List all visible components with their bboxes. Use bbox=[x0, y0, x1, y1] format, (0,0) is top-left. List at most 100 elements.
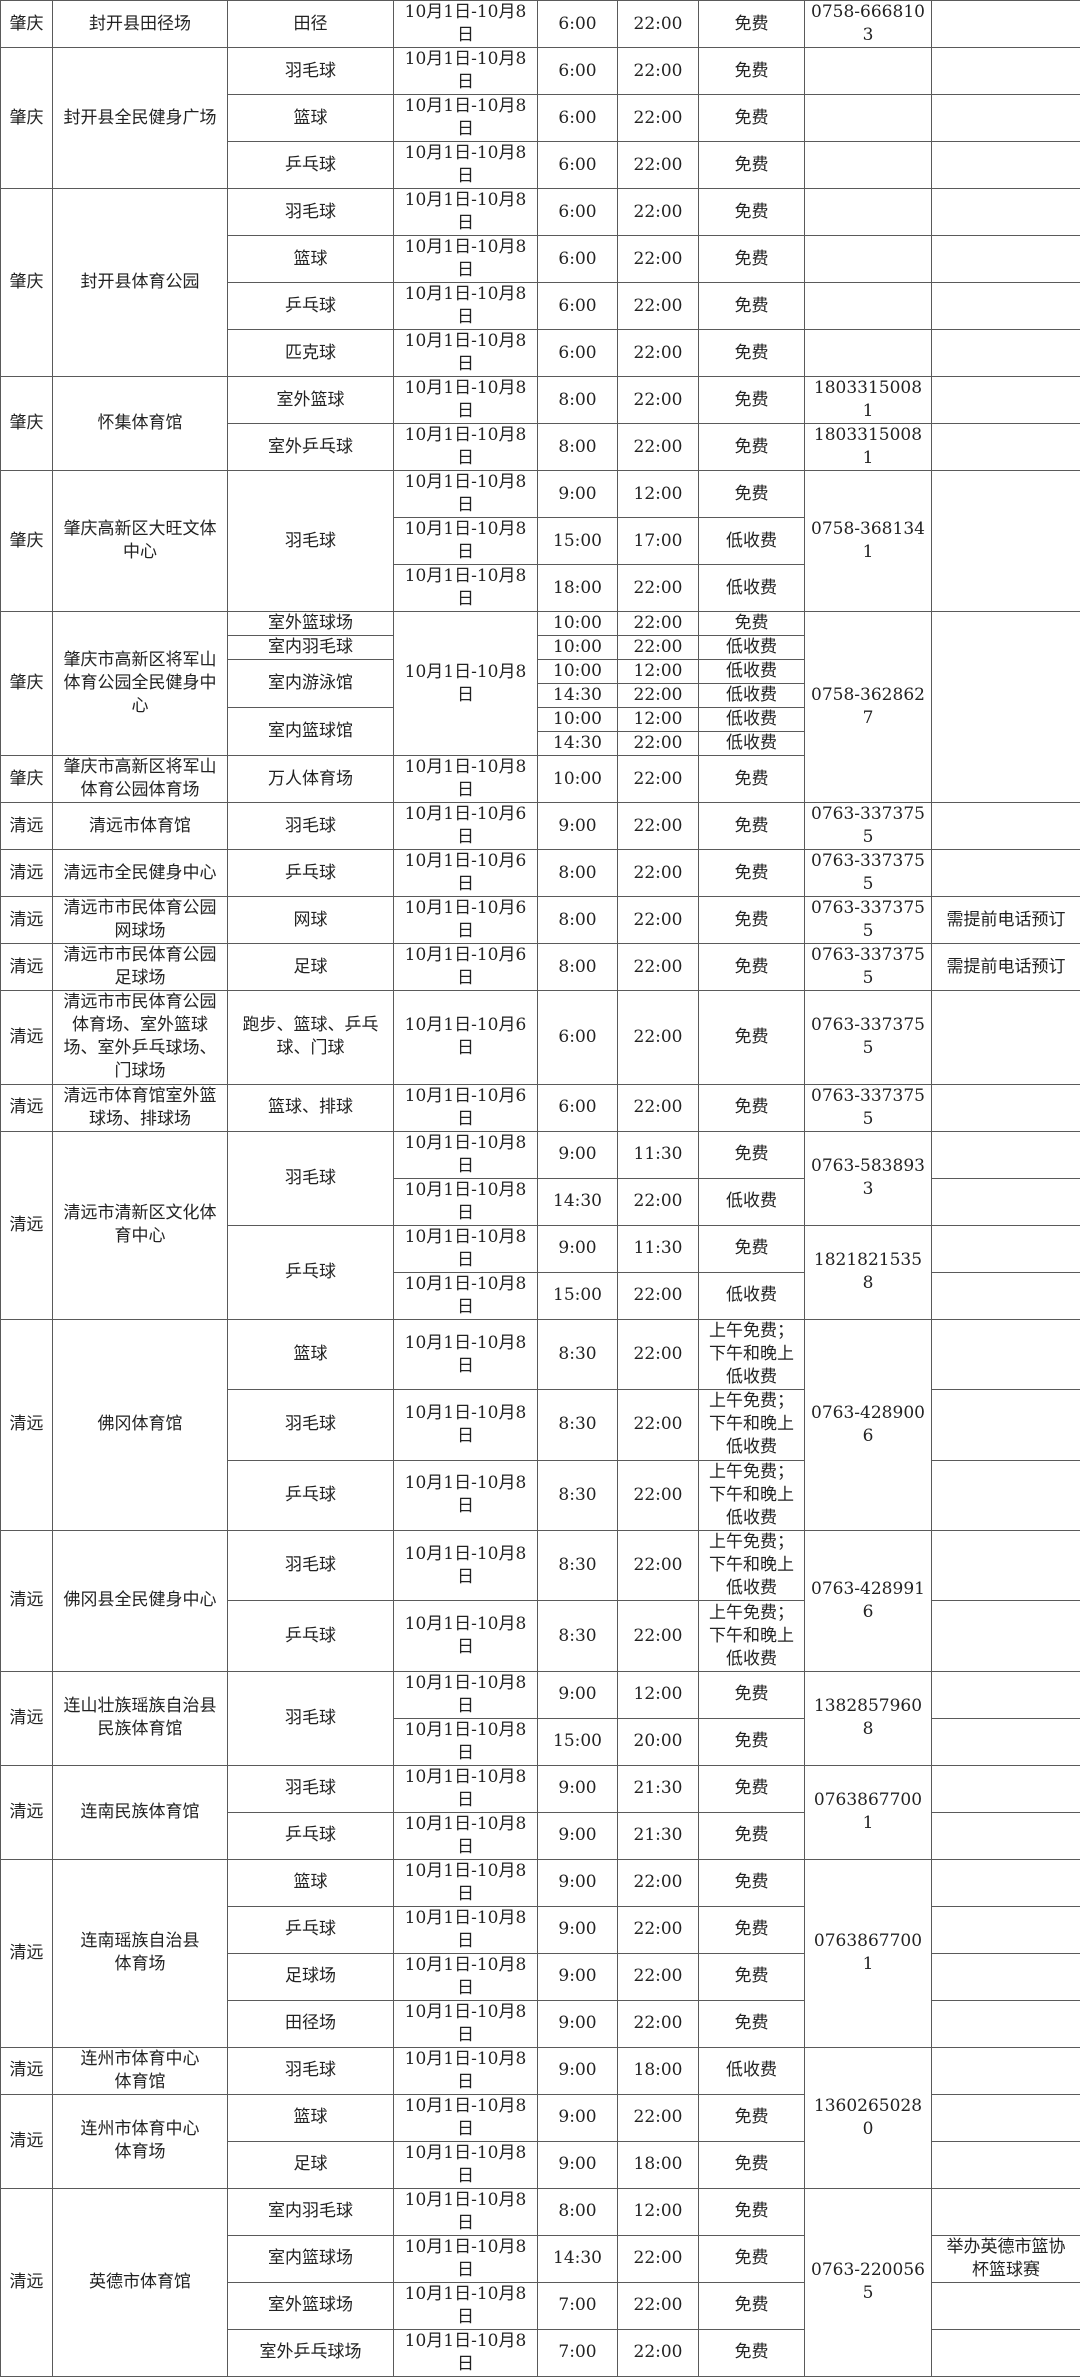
phone-cell: 0763-3373755 bbox=[805, 803, 932, 850]
date-range-cell: 10月1日-10月8日 bbox=[394, 612, 538, 756]
sport-cell: 乒乓球 bbox=[228, 850, 394, 897]
open-time-cell: 9:00 bbox=[538, 1859, 618, 1906]
close-time-cell: 22:00 bbox=[618, 1272, 699, 1319]
phone-cell: 0763-3373755 bbox=[805, 944, 932, 991]
note-cell: 举办英德市篮协杯篮球赛 bbox=[932, 2235, 1080, 2282]
date-range-cell: 10月1日-10月8日 bbox=[394, 1953, 538, 2000]
open-time-cell: 8:30 bbox=[538, 1460, 618, 1530]
open-time-cell: 6:00 bbox=[538, 189, 618, 236]
close-time-cell: 20:00 bbox=[618, 1718, 699, 1765]
open-time-cell: 8:00 bbox=[538, 944, 618, 991]
sport-cell: 羽毛球 bbox=[228, 1390, 394, 1460]
phone-cell: 13828579608 bbox=[805, 1671, 932, 1765]
city-cell: 肇庆 bbox=[1, 48, 53, 189]
sport-cell: 羽毛球 bbox=[228, 803, 394, 850]
fee-cell: 免费 bbox=[699, 48, 805, 95]
fee-cell: 上午免费；下午和晚上低收费 bbox=[699, 1601, 805, 1671]
date-range-cell: 10月1日-10月6日 bbox=[394, 850, 538, 897]
sport-cell: 万人体育场 bbox=[228, 756, 394, 803]
city-cell: 肇庆 bbox=[1, 1, 53, 48]
note-cell bbox=[932, 283, 1080, 330]
city-cell: 清远 bbox=[1, 1319, 53, 1530]
city-cell: 清远 bbox=[1, 1859, 53, 2047]
note-cell bbox=[932, 1671, 1080, 1718]
sport-cell: 室内游泳馆 bbox=[228, 660, 394, 708]
open-time-cell: 9:00 bbox=[538, 2047, 618, 2094]
note-cell bbox=[932, 1272, 1080, 1319]
note-cell bbox=[932, 95, 1080, 142]
close-time-cell: 22:00 bbox=[618, 2000, 699, 2047]
fee-cell: 免费 bbox=[699, 2329, 805, 2376]
date-range-cell: 10月1日-10月8日 bbox=[394, 1601, 538, 1671]
city-cell: 清远 bbox=[1, 1765, 53, 1859]
phone-cell: 0763-3373755 bbox=[805, 991, 932, 1085]
fee-cell: 低收费 bbox=[699, 565, 805, 612]
fee-cell: 低收费 bbox=[699, 708, 805, 732]
note-cell bbox=[932, 2047, 1080, 2094]
venue-name-cell: 清远市市民体育公园体育场、室外篮球场、室外乒乓球场、门球场 bbox=[53, 991, 228, 1085]
venue-name-cell: 清远市全民健身中心 bbox=[53, 850, 228, 897]
fee-cell: 免费 bbox=[699, 897, 805, 944]
open-time-cell: 14:30 bbox=[538, 732, 618, 756]
close-time-cell: 12:00 bbox=[618, 708, 699, 732]
open-time-cell: 9:00 bbox=[538, 2094, 618, 2141]
venue-name-cell: 英德市体育馆 bbox=[53, 2188, 228, 2376]
open-time-cell: 6:00 bbox=[538, 95, 618, 142]
fee-cell: 免费 bbox=[699, 2094, 805, 2141]
sport-cell: 室内篮球场 bbox=[228, 2235, 394, 2282]
sport-cell: 篮球 bbox=[228, 236, 394, 283]
open-time-cell: 9:00 bbox=[538, 1906, 618, 1953]
sport-cell: 乒乓球 bbox=[228, 1812, 394, 1859]
fee-cell: 免费 bbox=[699, 1718, 805, 1765]
close-time-cell: 22:00 bbox=[618, 897, 699, 944]
note-cell bbox=[932, 1953, 1080, 2000]
open-time-cell: 14:30 bbox=[538, 2235, 618, 2282]
phone-cell: 0763-5838933 bbox=[805, 1131, 932, 1225]
note-cell bbox=[932, 1131, 1080, 1178]
note-cell bbox=[932, 1718, 1080, 1765]
date-range-cell: 10月1日-10月8日 bbox=[394, 142, 538, 189]
phone-cell: 13602650280 bbox=[805, 2047, 932, 2188]
date-range-cell: 10月1日-10月6日 bbox=[394, 1084, 538, 1131]
date-range-cell: 10月1日-10月8日 bbox=[394, 330, 538, 377]
date-range-cell: 10月1日-10月8日 bbox=[394, 1178, 538, 1225]
fee-cell: 免费 bbox=[699, 2282, 805, 2329]
sport-cell: 室内篮球馆 bbox=[228, 708, 394, 756]
open-time-cell: 8:00 bbox=[538, 897, 618, 944]
close-time-cell: 22:00 bbox=[618, 756, 699, 803]
note-cell bbox=[932, 471, 1080, 612]
date-range-cell: 10月1日-10月8日 bbox=[394, 2329, 538, 2376]
phone-cell bbox=[805, 330, 932, 377]
sport-cell: 田径场 bbox=[228, 2000, 394, 2047]
phone-cell: 18033150081 bbox=[805, 377, 932, 424]
open-time-cell: 15:00 bbox=[538, 518, 618, 565]
sport-cell: 网球 bbox=[228, 897, 394, 944]
date-range-cell: 10月1日-10月8日 bbox=[394, 1319, 538, 1389]
note-cell bbox=[932, 2141, 1080, 2188]
phone-cell bbox=[805, 48, 932, 95]
close-time-cell: 22:00 bbox=[618, 330, 699, 377]
close-time-cell: 22:00 bbox=[618, 1859, 699, 1906]
phone-cell: 0758-3681341 bbox=[805, 471, 932, 612]
date-range-cell: 10月1日-10月8日 bbox=[394, 1671, 538, 1718]
date-range-cell: 10月1日-10月6日 bbox=[394, 944, 538, 991]
open-time-cell: 7:00 bbox=[538, 2282, 618, 2329]
venue-name-cell: 肇庆市高新区将军山体育公园体育场 bbox=[53, 756, 228, 803]
open-time-cell: 15:00 bbox=[538, 1718, 618, 1765]
close-time-cell: 22:00 bbox=[618, 565, 699, 612]
open-time-cell: 9:00 bbox=[538, 1131, 618, 1178]
close-time-cell: 22:00 bbox=[618, 636, 699, 660]
fee-cell: 免费 bbox=[699, 142, 805, 189]
open-time-cell: 9:00 bbox=[538, 471, 618, 518]
close-time-cell: 21:30 bbox=[618, 1765, 699, 1812]
sport-cell: 匹克球 bbox=[228, 330, 394, 377]
note-cell bbox=[932, 1460, 1080, 1530]
date-range-cell: 10月1日-10月8日 bbox=[394, 424, 538, 471]
city-cell: 肇庆 bbox=[1, 612, 53, 756]
open-time-cell: 6:00 bbox=[538, 991, 618, 1085]
phone-cell: 0763-4289006 bbox=[805, 1319, 932, 1530]
